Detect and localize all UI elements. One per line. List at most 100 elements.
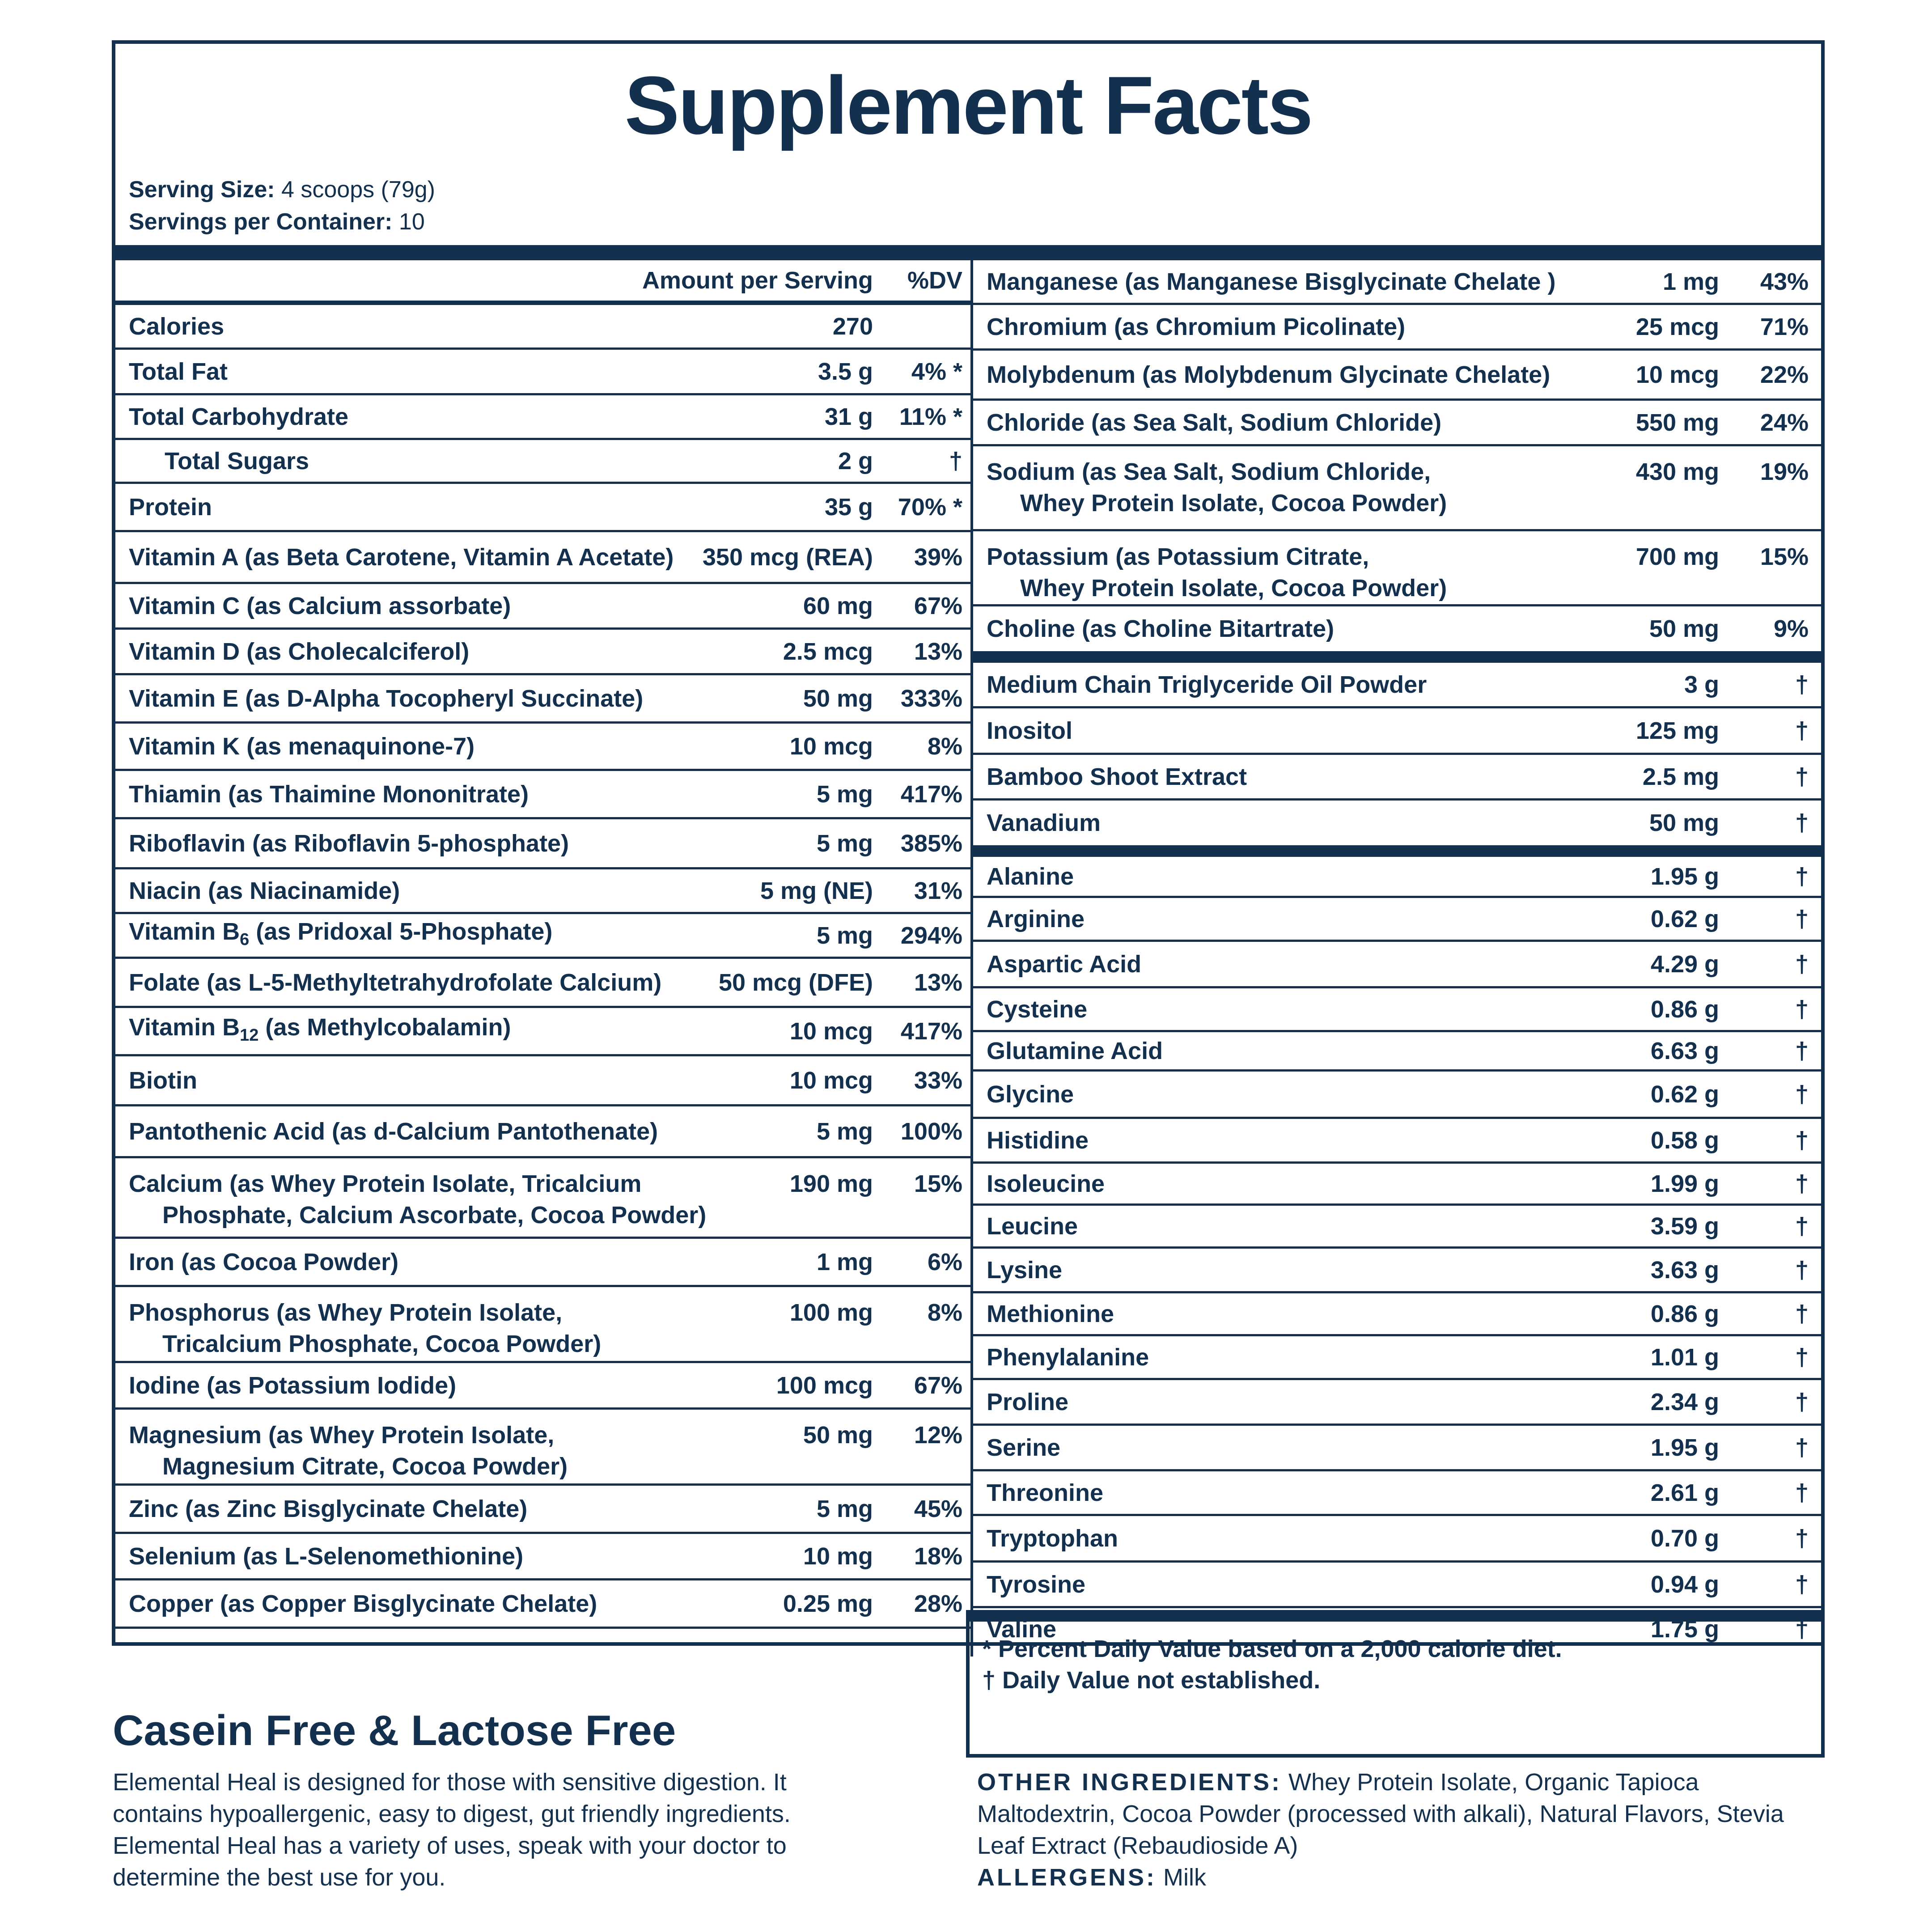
- column-header-row: Amount per Serving %DV: [115, 260, 970, 305]
- nutrient-row: Riboflavin (as Riboflavin 5-phosphate) 5 …: [115, 819, 970, 869]
- nutrient-amount: 100 mcg: [776, 1372, 873, 1399]
- footnote-dv-not-established: † Daily Value not established.: [982, 1667, 1321, 1694]
- section-divider-bar: [973, 845, 1821, 857]
- other-ingredients-block: OTHER INGREDIENTS: Whey Protein Isolate,…: [977, 1767, 1809, 1894]
- nutrient-daily-value: 8%: [927, 1299, 962, 1326]
- nutrient-name: Alanine: [987, 861, 1074, 892]
- nutrient-name: Niacin (as Niacinamide): [129, 875, 400, 907]
- nutrient-row: Arginine 0.62 g †: [973, 898, 1821, 942]
- nutrient-name-subscript: 12: [240, 1025, 259, 1045]
- nutrient-row: Vitamin B6 (as Pridoxal 5-Phosphate) 5 mg…: [115, 914, 970, 959]
- nutrient-name: Lysine: [987, 1254, 1062, 1286]
- nutrient-daily-value: 18%: [914, 1542, 962, 1570]
- nutrient-daily-value: 4% *: [911, 358, 962, 385]
- nutrient-row: Alanine 1.95 g †: [973, 857, 1821, 898]
- servings-per-container-label: Servings per Container:: [129, 209, 393, 235]
- nutrient-amount: 35 g: [824, 493, 873, 521]
- nutrient-row: Folate (as L-5-Methyltetrahydrofolate Ca…: [115, 959, 970, 1008]
- nutrient-name-line1: Proline: [987, 1388, 1069, 1415]
- nutrient-name-line1: Phenylalanine: [987, 1343, 1149, 1371]
- nutrient-row: Methionine 0.86 g †: [973, 1293, 1821, 1336]
- nutrient-daily-value: 12%: [914, 1422, 962, 1449]
- nutrient-amount: 2.34 g: [1650, 1388, 1719, 1415]
- nutrient-name-line1: Phosphorus (as Whey Protein Isolate,: [129, 1299, 563, 1326]
- nutrient-row: Chromium (as Chromium Picolinate) 25 mcg 7…: [973, 305, 1821, 351]
- nutrient-amount: 5 mg: [816, 1118, 873, 1145]
- nutrient-amount: 5 mg: [816, 830, 873, 857]
- nutrient-row: Phosphorus (as Whey Protein Isolate, Tric…: [115, 1287, 970, 1363]
- nutrient-amount: 1.01 g: [1650, 1343, 1719, 1371]
- nutrient-name-line1: Folate (as L-5-Methyltetrahydrofolate Ca…: [129, 969, 662, 996]
- nutrient-name-line1: Potassium (as Potassium Citrate,: [987, 543, 1369, 570]
- nutrient-daily-value: †: [1795, 905, 1809, 932]
- nutrient-name: Vitamin A (as Beta Carotene, Vitamin A A…: [129, 542, 674, 573]
- section-divider-bar: [973, 651, 1821, 663]
- nutrient-row: Total Fat 3.5 g 4% *: [115, 350, 970, 395]
- nutrient-amount: 2.5 mg: [1642, 763, 1719, 790]
- nutrient-name-line1: Vitamin A (as Beta Carotene, Vitamin A A…: [129, 543, 674, 571]
- nutrient-name-line1: Choline (as Choline Bitartrate): [987, 615, 1335, 642]
- nutrient-amount: 6.63 g: [1650, 1037, 1719, 1064]
- nutrient-name: Magnesium (as Whey Protein Isolate, Magne…: [129, 1419, 568, 1482]
- nutrient-name-line1: Biotin: [129, 1067, 197, 1094]
- nutrient-amount: 1.99 g: [1650, 1170, 1719, 1197]
- nutrient-name-line1: Tyrosine: [987, 1571, 1086, 1598]
- nutrient-row: Tryptophan 0.70 g †: [973, 1516, 1821, 1563]
- nutrient-daily-value: 294%: [900, 922, 962, 949]
- nutrient-row: Iron (as Cocoa Powder) 1 mg 6%: [115, 1239, 970, 1287]
- nutrient-name-rest: (as Pridoxal 5-Phosphate): [249, 918, 553, 945]
- nutrient-daily-value: †: [1795, 671, 1809, 698]
- nutrient-row: Zinc (as Zinc Bisglycinate Chelate) 5 mg 4…: [115, 1486, 970, 1534]
- nutrient-name: Sodium (as Sea Salt, Sodium Chloride, Whe…: [987, 456, 1447, 519]
- nutrient-name-line1: Calcium (as Whey Protein Isolate, Trical…: [129, 1170, 642, 1197]
- nutrient-amount: 50 mg: [1649, 809, 1719, 836]
- nutrient-amount: 10 mcg: [789, 733, 873, 760]
- nutrient-daily-value: †: [949, 447, 962, 475]
- footnotes: * Percent Daily Value based on a 2,000 c…: [982, 1633, 1562, 1696]
- nutrient-name: Vitamin C (as Calcium assorbate): [129, 590, 511, 622]
- nutrient-daily-value: 15%: [914, 1170, 962, 1197]
- allergens-value: Milk: [1157, 1864, 1206, 1891]
- nutrient-row: Inositol 125 mg †: [973, 708, 1821, 755]
- nutrient-row: Glutamine Acid 6.63 g †: [973, 1032, 1821, 1072]
- nutrient-amount: 10 mcg: [789, 1017, 873, 1045]
- nutrient-name: Leucine: [987, 1211, 1078, 1242]
- nutrient-daily-value: 417%: [900, 1017, 962, 1045]
- nutrient-amount: 2 g: [838, 447, 873, 475]
- nutrient-name-line1: Arginine: [987, 905, 1085, 932]
- nutrient-name-line1: Glutamine Acid: [987, 1037, 1163, 1064]
- nutrient-row: Vitamin B12 (as Methylcobalamin) 10 mcg 41…: [115, 1008, 970, 1056]
- nutrient-daily-value: †: [1795, 863, 1809, 890]
- nutrient-name-line1: Manganese (as Manganese Bisglycinate Che…: [987, 268, 1556, 295]
- nutrient-daily-value: †: [1795, 1479, 1809, 1506]
- nutrient-name: Methionine: [987, 1298, 1114, 1330]
- nutrient-amount: 0.94 g: [1650, 1571, 1719, 1598]
- nutrient-name: Total Sugars: [165, 445, 309, 477]
- nutrient-name: Vitamin D (as Cholecalciferol): [129, 636, 469, 667]
- nutrient-daily-value: †: [1795, 1571, 1809, 1598]
- nutrient-row: Iodine (as Potassium Iodide) 100 mcg 67%: [115, 1363, 970, 1410]
- nutrient-daily-value: 28%: [914, 1590, 962, 1617]
- nutrient-name-line1: Vitamin C (as Calcium assorbate): [129, 592, 511, 619]
- nutrient-daily-value: 45%: [914, 1495, 962, 1522]
- nutrient-name-main: Vitamin B: [129, 1013, 240, 1041]
- nutrient-name: Zinc (as Zinc Bisglycinate Chelate): [129, 1493, 527, 1525]
- nutrient-daily-value: †: [1795, 1170, 1809, 1197]
- amount-per-serving-header: Amount per Serving: [642, 267, 873, 294]
- nutrient-amount: 2.5 mcg: [783, 638, 873, 665]
- nutrient-daily-value: †: [1795, 763, 1809, 790]
- nutrient-row: Vitamin D (as Cholecalciferol) 2.5 mcg 13%: [115, 630, 970, 675]
- nutrient-amount: 350 mcg (REA): [702, 543, 873, 571]
- nutrient-daily-value: 31%: [914, 877, 962, 904]
- nutrient-name-line1: Threonine: [987, 1479, 1104, 1506]
- nutrient-name-line1: Tryptophan: [987, 1525, 1118, 1552]
- nutrient-amount: 10 mcg: [1635, 361, 1719, 388]
- nutrient-name-line1: Iron (as Cocoa Powder): [129, 1248, 399, 1275]
- nutrient-row: Potassium (as Potassium Citrate, Whey Pro…: [973, 531, 1821, 606]
- nutrient-name: Bamboo Shoot Extract: [987, 761, 1247, 792]
- serving-size-label: Serving Size:: [129, 177, 275, 203]
- nutrient-row: Magnesium (as Whey Protein Isolate, Magne…: [115, 1410, 970, 1486]
- nutrient-daily-value: †: [1795, 950, 1809, 978]
- nutrient-row: Molybdenum (as Molybdenum Glycinate Chel…: [973, 351, 1821, 401]
- nutrient-row: Medium Chain Triglyceride Oil Powder 3 g †: [973, 663, 1821, 708]
